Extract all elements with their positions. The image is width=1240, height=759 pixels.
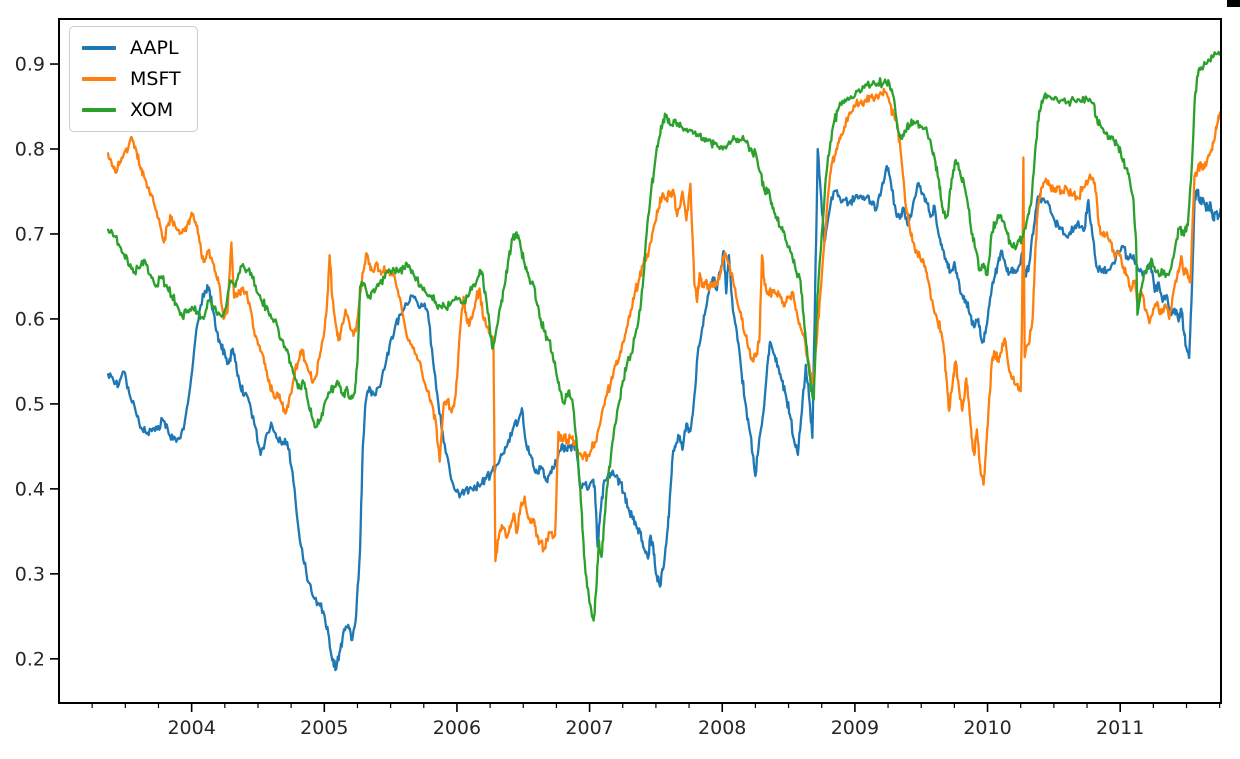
series-line-msft bbox=[106, 87, 1221, 563]
legend-swatch-xom bbox=[82, 108, 116, 112]
y-tick-label: 0.5 bbox=[15, 393, 45, 415]
legend-label-aapl: AAPL bbox=[130, 36, 179, 59]
y-tick-label: 0.9 bbox=[15, 54, 45, 76]
legend-swatch-aapl bbox=[82, 46, 116, 50]
axes-spines bbox=[58, 18, 1222, 704]
x-tick-label: 2009 bbox=[831, 717, 879, 739]
y-tick-label: 0.2 bbox=[15, 648, 45, 670]
legend-swatch-msft bbox=[82, 77, 116, 81]
y-axis-ticks: 0.2 0.3 0.4 0.5 0.6 0.7 0.8 0.9 bbox=[15, 54, 59, 670]
y-tick-label: 0.7 bbox=[15, 223, 45, 245]
x-tick-label: 2006 bbox=[433, 717, 481, 739]
x-tick-label: 2004 bbox=[167, 717, 215, 739]
legend-item-aapl: AAPL bbox=[82, 36, 181, 60]
x-tick-label: 2010 bbox=[963, 717, 1011, 739]
corner-artifact bbox=[1227, 0, 1240, 7]
x-tick-label: 2007 bbox=[565, 717, 613, 739]
y-tick-label: 0.3 bbox=[15, 563, 45, 585]
legend-item-xom: XOM bbox=[82, 98, 181, 122]
y-tick-label: 0.8 bbox=[15, 139, 45, 161]
x-tick-label: 2008 bbox=[698, 717, 746, 739]
series-line-aapl bbox=[106, 147, 1221, 672]
y-tick-label: 0.4 bbox=[15, 478, 45, 500]
series-line-xom bbox=[106, 50, 1221, 622]
legend: AAPL MSFT XOM bbox=[69, 26, 198, 132]
x-axis-ticks: 2004 2005 2006 2007 2008 2009 2010 2011 bbox=[167, 703, 1144, 739]
x-tick-label: 2005 bbox=[300, 717, 348, 739]
legend-item-msft: MSFT bbox=[82, 67, 181, 91]
y-tick-label: 0.6 bbox=[15, 308, 45, 330]
legend-label-msft: MSFT bbox=[130, 67, 181, 90]
legend-label-xom: XOM bbox=[130, 98, 174, 121]
x-tick-label: 2011 bbox=[1096, 717, 1144, 739]
